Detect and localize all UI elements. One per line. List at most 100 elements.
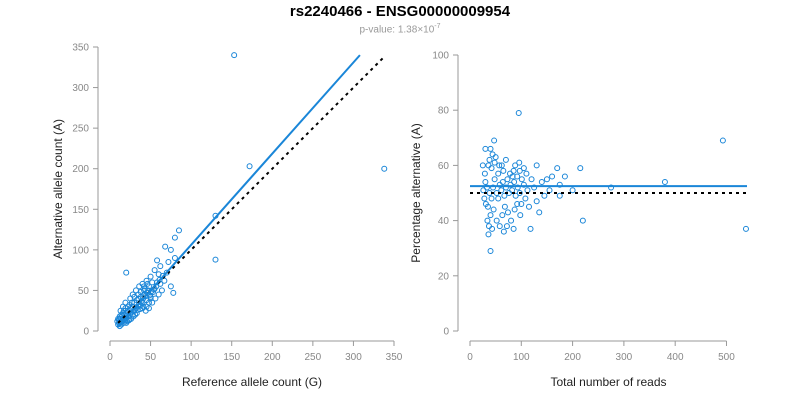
p-value-prefix: p-value: <box>359 24 398 36</box>
data-point <box>516 167 523 174</box>
y-tick-label: 0 <box>443 327 449 338</box>
data-point <box>554 165 561 172</box>
data-point <box>490 206 497 213</box>
y-tick-label: 150 <box>72 205 89 216</box>
x-tick-label: 250 <box>305 352 322 363</box>
y-tick-label: 0 <box>83 327 89 338</box>
data-point <box>162 243 169 250</box>
data-point <box>482 201 489 208</box>
data-point <box>501 192 508 199</box>
x-tick-label: 300 <box>616 352 633 363</box>
data-point <box>381 165 388 172</box>
data-point <box>517 212 524 219</box>
x-tick-label: 50 <box>145 352 157 363</box>
data-point <box>491 137 498 144</box>
x-tick-label: 0 <box>467 352 473 363</box>
data-point <box>491 159 498 166</box>
chart-title: rs2240466 - ENSG00000009954 <box>289 3 511 20</box>
p-value-mantissa: 1.38 <box>397 24 418 36</box>
data-point <box>719 137 726 144</box>
data-point <box>527 225 534 232</box>
data-point <box>498 162 505 169</box>
data-point <box>502 156 509 163</box>
data-point <box>742 225 749 232</box>
data-point <box>231 52 238 59</box>
data-point <box>485 223 492 230</box>
x-tick-label: 200 <box>564 352 581 363</box>
y-tick-label: 350 <box>72 43 89 54</box>
data-point <box>516 190 523 196</box>
y-tick-label: 40 <box>438 216 450 227</box>
data-point <box>129 291 136 298</box>
data-point <box>118 311 125 318</box>
data-point <box>501 203 508 210</box>
data-point <box>132 287 139 294</box>
y-tick-label: 300 <box>72 83 89 94</box>
data-point <box>498 187 505 194</box>
y-tick-label: 20 <box>438 271 450 282</box>
x-tick-label: 400 <box>667 352 684 363</box>
data-point <box>496 162 503 169</box>
data-point <box>543 176 550 183</box>
x-tick-label: 100 <box>513 352 530 363</box>
data-point <box>504 176 511 183</box>
data-point <box>528 176 535 183</box>
data-point <box>489 225 496 232</box>
y-tick-label: 50 <box>78 286 90 297</box>
data-point <box>144 280 151 287</box>
data-point <box>541 192 548 199</box>
data-point <box>486 156 493 163</box>
data-point <box>479 162 486 169</box>
data-point <box>155 291 162 298</box>
data-point <box>520 165 527 172</box>
data-point <box>536 209 543 216</box>
data-point <box>133 310 140 317</box>
data-point <box>499 212 506 219</box>
data-point <box>480 187 487 194</box>
y-axis-title: Percentage alternative (A) <box>409 123 423 262</box>
data-point <box>488 165 495 172</box>
y-tick-label: 250 <box>72 124 89 135</box>
data-point <box>123 319 130 326</box>
data-point <box>484 217 491 224</box>
data-point <box>496 223 503 230</box>
p-value-exponent: -7 <box>434 23 441 30</box>
chart-panel-2: 0 100 200 300 400 500 0 20 40 60 80 100 Total number… <box>409 51 749 389</box>
data-point <box>533 198 540 205</box>
data-point <box>510 225 517 232</box>
data-point <box>246 163 253 170</box>
data-point <box>171 254 178 261</box>
data-point <box>510 167 517 174</box>
data-point <box>158 287 165 294</box>
data-point <box>132 311 139 318</box>
data-point <box>142 293 149 300</box>
data-point <box>524 187 531 194</box>
data-point <box>514 184 521 191</box>
data-point <box>171 234 178 241</box>
y-tick-label: 200 <box>72 164 89 175</box>
data-point <box>503 223 510 230</box>
data-point <box>123 269 130 276</box>
data-point <box>122 299 129 306</box>
p-value-text: p-value: 1.38×10-7 <box>0 23 800 35</box>
data-point <box>500 167 507 174</box>
data-point <box>141 287 148 294</box>
data-point <box>485 231 492 238</box>
data-point <box>512 192 519 199</box>
data-point <box>504 209 511 216</box>
data-point <box>516 159 523 166</box>
data-point <box>538 178 545 185</box>
data-point <box>149 299 156 306</box>
data-point <box>509 187 516 194</box>
fit-line <box>117 54 361 328</box>
x-tick-label: 350 <box>386 352 403 363</box>
data-point <box>487 145 494 152</box>
data-point <box>167 283 174 290</box>
x-tick-label: 300 <box>345 352 362 363</box>
data-point <box>212 256 219 263</box>
data-point <box>487 247 494 254</box>
data-point <box>481 170 488 177</box>
data-point <box>482 145 489 152</box>
data-point <box>488 195 495 202</box>
